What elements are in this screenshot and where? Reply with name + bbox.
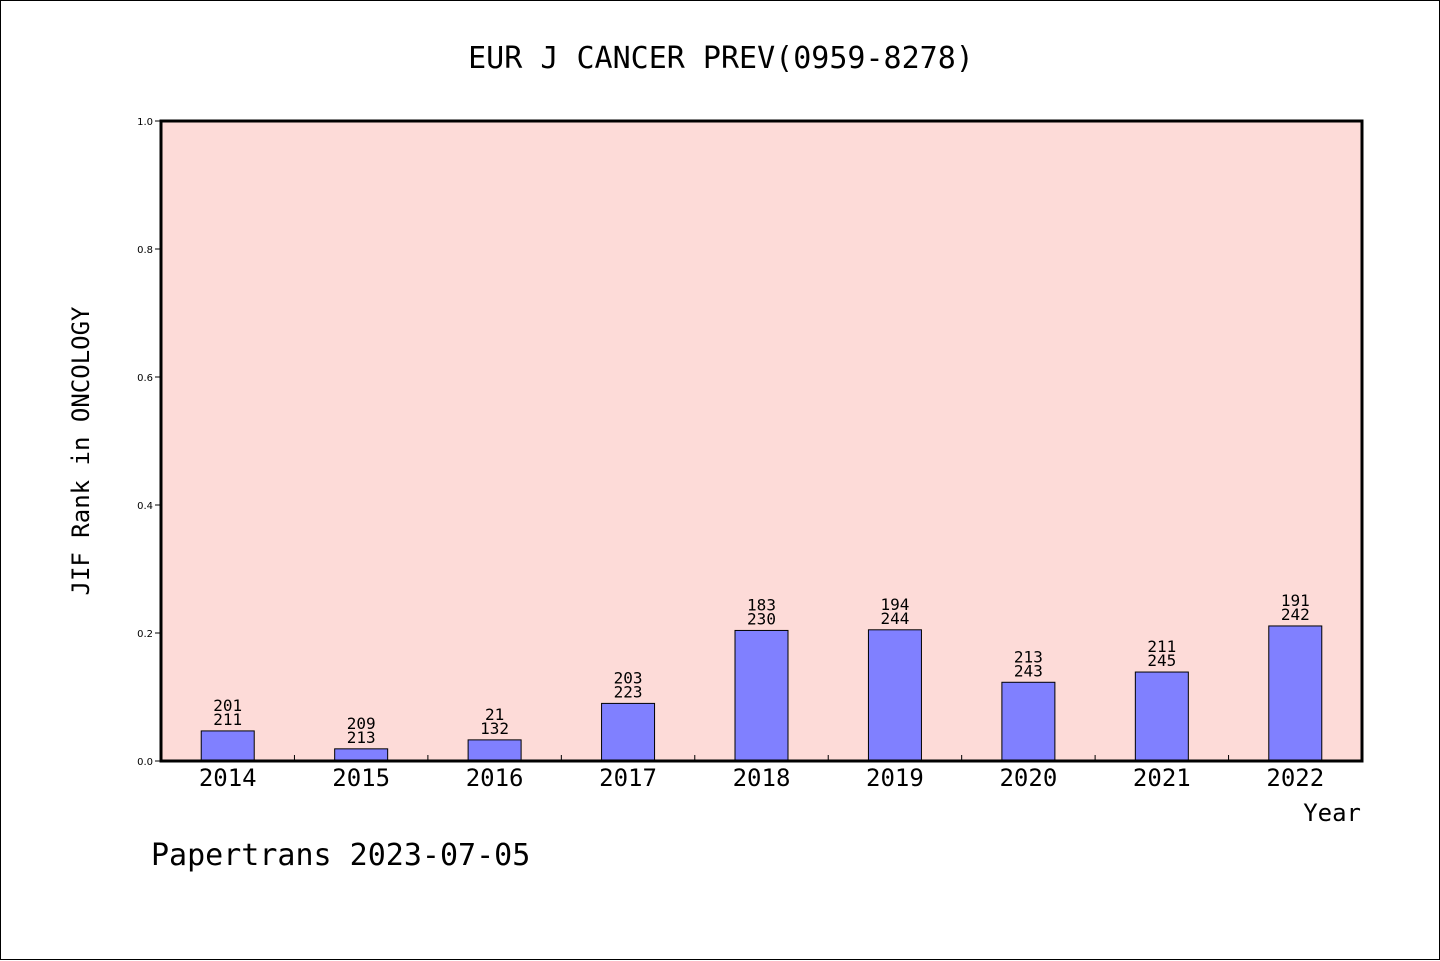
y-tick-label: 0.4	[137, 501, 153, 512]
x-axis: 2014 2015 2016 2017 2018 2019 2020 2021 2022	[199, 755, 1324, 792]
x-tick-label: 2015	[332, 764, 390, 792]
footer-text: Papertrans 2023-07-05	[151, 838, 530, 873]
bar-label-bottom: 244	[880, 609, 909, 628]
x-tick-label: 2014	[199, 764, 257, 792]
bar-label-bottom: 223	[614, 682, 643, 701]
x-tick-label: 2017	[599, 764, 657, 792]
x-tick-label: 2016	[466, 764, 524, 792]
bar-label-bottom: 245	[1147, 651, 1176, 670]
bar-2016	[467, 739, 522, 762]
y-tick-label: 0.0	[137, 757, 153, 768]
x-tick-label: 2020	[999, 764, 1057, 792]
x-tick-label: 2018	[733, 764, 791, 792]
bar-label-top: 213	[1014, 647, 1043, 666]
y-tick-label: 0.2	[137, 629, 153, 640]
bar-label-top: 211	[1147, 637, 1176, 656]
chart-title: EUR J CANCER PREV(0959-8278)	[468, 41, 974, 76]
bar-2019	[867, 629, 922, 762]
bar-label-bottom: 242	[1281, 605, 1310, 624]
y-tick-label: 0.8	[137, 245, 153, 256]
bar-label-top: 203	[614, 668, 643, 687]
bar-label-bottom: 211	[213, 710, 242, 729]
bar-label-bottom: 230	[747, 609, 776, 628]
bar-label-top: 191	[1281, 591, 1310, 610]
y-tick-label: 0.6	[137, 373, 153, 384]
bar-label-top: 194	[880, 595, 909, 614]
y-tick-label: 1.0	[137, 117, 153, 128]
bar-2015	[334, 748, 389, 762]
bar-2020	[1001, 681, 1056, 762]
y-axis-label: JIF Rank in ONCOLOGY	[67, 306, 95, 596]
bar-2018	[734, 629, 789, 762]
bar-label-top: 201	[213, 696, 242, 715]
x-tick-label: 2022	[1266, 764, 1324, 792]
bar-2022	[1268, 625, 1323, 762]
x-axis-label: Year	[1303, 799, 1361, 827]
x-tick-label: 2019	[866, 764, 924, 792]
bar-2014	[200, 730, 255, 762]
x-tick-label: 2021	[1133, 764, 1191, 792]
bar-label-bottom: 213	[347, 728, 376, 747]
bar-label-top: 21	[485, 705, 504, 724]
y-axis: 0.0 0.2 0.4 0.6 0.8 1.0	[137, 117, 161, 768]
bar-label-bottom: 243	[1014, 661, 1043, 680]
bar-label-top: 209	[347, 714, 376, 733]
bar-2021	[1134, 671, 1189, 762]
bar-2017	[601, 702, 656, 762]
bar-label-bottom: 132	[480, 719, 509, 738]
bars-group	[200, 625, 1323, 762]
plot-border	[159, 119, 1364, 763]
bar-label-top: 183	[747, 595, 776, 614]
